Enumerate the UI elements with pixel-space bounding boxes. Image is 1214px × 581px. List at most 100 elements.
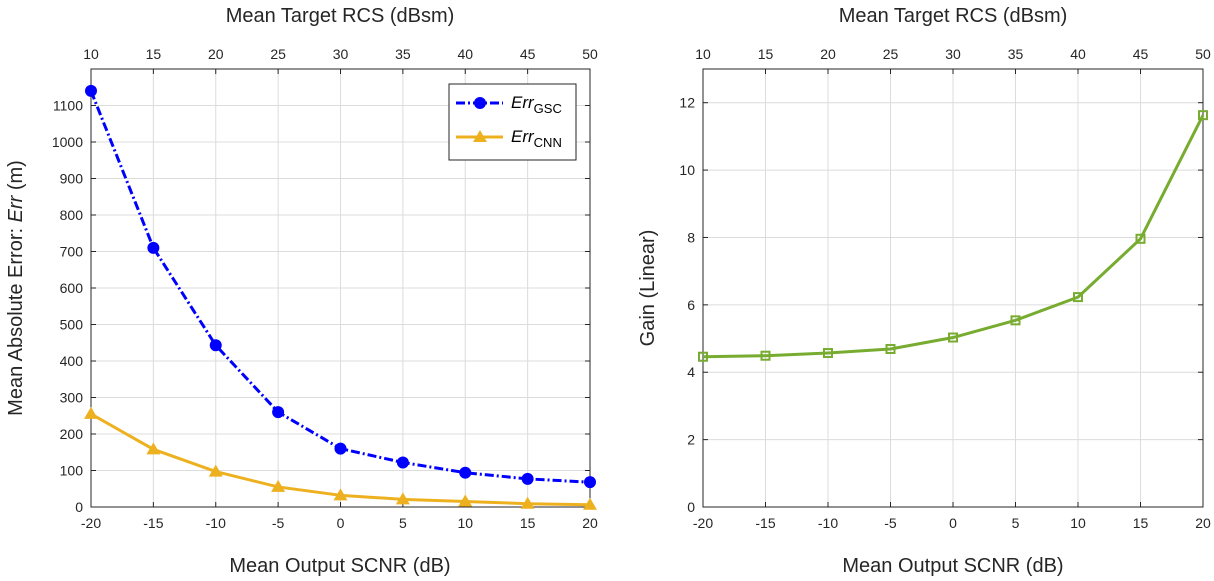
- error-x-tick-label: -20: [81, 515, 101, 531]
- gain-top-x-tick-label: 50: [1195, 46, 1211, 62]
- gain-x-tick-label: -15: [755, 515, 775, 531]
- gain-x-tick-label: 15: [1133, 515, 1149, 531]
- gsc-point: [147, 241, 160, 254]
- error-y-tick-label: 300: [60, 390, 84, 406]
- gain-top-x-tick-label: 10: [695, 46, 711, 62]
- gsc-point: [396, 456, 409, 469]
- error-chart-top-x-axis-label: Mean Target RCS (dBsm): [226, 5, 455, 27]
- error-y-tick-label: 900: [60, 171, 84, 187]
- gain-top-x-tick-label: 30: [945, 46, 961, 62]
- error-y-tick-label: 700: [60, 244, 84, 260]
- gain-point: [760, 350, 771, 361]
- error-top-x-tick-label: 20: [208, 46, 224, 62]
- legend-gsc-sub: GSC: [534, 101, 562, 116]
- gain-point: [885, 343, 896, 354]
- gsc-point: [209, 339, 222, 352]
- gain-chart-series: [698, 110, 1208, 362]
- error-y-tick-label: 500: [60, 317, 84, 333]
- error-top-x-tick-label: 50: [582, 46, 598, 62]
- error-y-tick-label: 1100: [53, 98, 83, 114]
- cnn-point: [208, 464, 223, 477]
- cnn-point: [271, 479, 286, 492]
- gain-y-tick-label: 0: [687, 499, 695, 515]
- gain-chart-x-ticks: -20 -15 -10 -5 0 5 10 15 20: [693, 502, 1211, 531]
- error-x-tick-label: -5: [272, 515, 285, 531]
- gain-top-x-tick-label: 35: [1008, 46, 1024, 62]
- cnn-point: [146, 442, 161, 455]
- error-chart-x-ticks: -20 -15 -10 -5 0 5 10 15 20: [81, 502, 598, 531]
- gain-point: [948, 332, 958, 343]
- gsc-point: [334, 442, 347, 455]
- error-y-tick-label: 400: [60, 353, 84, 369]
- gain-chart-grid: [702, 69, 1204, 508]
- gsc-point: [459, 466, 472, 479]
- error-y-tick-label: 100: [60, 463, 84, 479]
- gsc-point: [584, 476, 596, 489]
- gain-point: [1073, 292, 1083, 303]
- cnn-point: [333, 488, 348, 501]
- error-chart-y-ticks: 0 100 200 300 400 500 600 700 800 900 1000 1100: [52, 98, 590, 515]
- gain-chart-top-x-axis-label: Mean Target RCS (dBsm): [839, 5, 1068, 27]
- error-x-tick-label: 5: [399, 515, 407, 531]
- gain-top-x-tick-label: 15: [758, 46, 774, 62]
- gain-point: [1198, 110, 1208, 121]
- error-chart-y-label-prefix: Mean Absolute Error:: [5, 222, 27, 415]
- gain-chart-y-ticks: 0 2 4 6 8 10 12: [679, 95, 1203, 515]
- error-top-x-tick-label: 45: [520, 46, 536, 62]
- gsc-point: [521, 472, 534, 485]
- gain-top-x-tick-label: 20: [820, 46, 836, 62]
- error-x-tick-label: 15: [520, 515, 536, 531]
- gain-point: [1135, 233, 1146, 244]
- error-x-tick-label: 0: [337, 515, 345, 531]
- gain-chart: 0 2 4 6 8 10 12 -20 -15 -10 -5 0 5 10 15 20 10 15 20 25 30…: [637, 5, 1211, 577]
- gain-y-tick-label: 2: [687, 432, 695, 448]
- error-top-x-tick-label: 30: [333, 46, 349, 62]
- error-chart-y-label-italic: Err: [5, 194, 27, 222]
- gain-chart-x-axis-label: Mean Output SCNR (dB): [842, 555, 1063, 577]
- legend-cnn-marker: [473, 130, 487, 142]
- error-top-x-tick-label: 15: [146, 46, 162, 62]
- cnn-point: [395, 492, 410, 505]
- gain-x-tick-label: -5: [884, 515, 897, 531]
- gain-x-tick-label: 10: [1070, 515, 1086, 531]
- gain-y-tick-label: 6: [687, 297, 695, 313]
- error-chart-y-label-suffix: (m): [5, 160, 27, 196]
- error-y-tick-label: 600: [60, 280, 84, 296]
- gain-series-line: [702, 114, 1205, 359]
- cnn-point: [84, 406, 98, 419]
- error-top-x-tick-label: 10: [83, 46, 99, 62]
- legend-gsc-main: Err: [511, 93, 535, 112]
- gain-point: [698, 351, 708, 362]
- gain-point: [823, 348, 833, 359]
- error-x-tick-label: -10: [206, 515, 226, 531]
- gsc-point: [272, 406, 285, 419]
- cnn-point: [520, 496, 535, 509]
- cnn-point: [583, 497, 597, 510]
- error-y-tick-label: 0: [75, 499, 83, 515]
- legend-cnn-label: ErrCNN: [511, 127, 562, 150]
- legend-gsc-marker: [474, 97, 486, 109]
- gain-y-tick-label: 8: [687, 229, 695, 245]
- gain-chart-top-x-ticks: 10 15 20 25 30 35 40 45 50: [695, 46, 1211, 74]
- cnn-point: [458, 494, 473, 507]
- legend-box: [448, 83, 577, 161]
- error-x-tick-label: -15: [143, 515, 163, 531]
- legend-cnn-sub: CNN: [534, 135, 562, 150]
- error-chart-x-axis-label: Mean Output SCNR (dB): [229, 555, 450, 577]
- gain-x-tick-label: -10: [818, 515, 838, 531]
- error-top-x-tick-label: 25: [270, 46, 286, 62]
- gain-x-tick-label: 0: [949, 515, 957, 531]
- error-x-tick-label: 10: [457, 515, 473, 531]
- error-chart-grid: [90, 69, 591, 508]
- error-chart-top-x-ticks: 10 15 20 25 30 35 40 45 50: [83, 46, 598, 74]
- gain-top-x-tick-label: 45: [1133, 46, 1149, 62]
- gain-y-tick-label: 12: [679, 95, 695, 111]
- legend-cnn-main: Err: [511, 127, 535, 146]
- error-chart-series: [84, 84, 597, 510]
- gain-top-x-tick-label: 25: [883, 46, 899, 62]
- gain-y-tick-label: 10: [679, 162, 695, 178]
- gain-chart-y-axis-label: Gain (Linear): [637, 230, 659, 347]
- legend-gsc-label: ErrGSC: [511, 93, 562, 116]
